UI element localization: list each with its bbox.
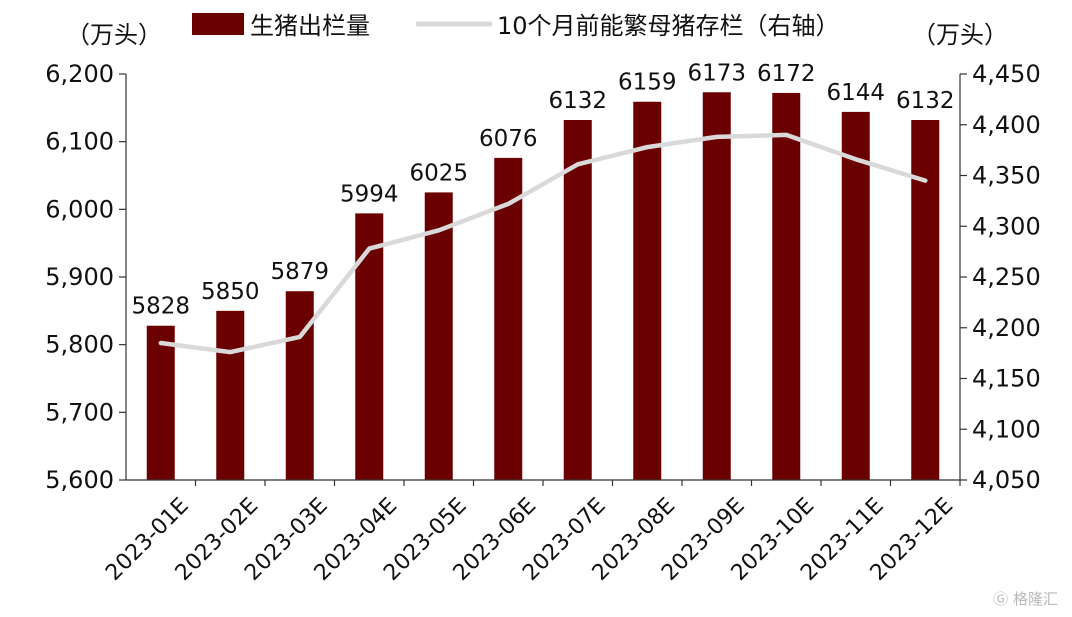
bar <box>842 112 870 480</box>
bar <box>216 311 244 480</box>
left-tick-label: 5,700 <box>45 398 114 426</box>
bar <box>425 192 453 480</box>
bar-data-label: 6132 <box>548 88 607 114</box>
bar-data-label: 6132 <box>896 88 955 114</box>
right-tick-label: 4,350 <box>972 162 1041 190</box>
bar-data-label: 6076 <box>479 126 538 152</box>
right-tick-label: 4,300 <box>972 212 1041 240</box>
left-tick-label: 5,900 <box>45 263 114 291</box>
watermark-logo: Ⓖ 格隆汇 <box>993 588 1058 609</box>
right-tick-label: 4,400 <box>972 111 1041 139</box>
line-path <box>161 135 926 352</box>
left-tick-label: 5,800 <box>45 331 114 359</box>
watermark-icon: Ⓖ <box>993 590 1008 608</box>
left-axis-ticks: 5,600 5,700 5,800 5,900 6,000 6,100 6,200 <box>45 60 126 494</box>
right-axis-unit: （万头） <box>912 21 1008 49</box>
bar-data-label: 5828 <box>131 294 190 320</box>
bar-data-label: 6025 <box>409 160 468 186</box>
bar-data-label: 5879 <box>270 259 329 285</box>
x-axis-ticks: 2023-01E2023-02E2023-03E2023-04E2023-05E… <box>101 480 960 586</box>
bar-data-label: 5850 <box>201 279 260 305</box>
bar <box>633 102 661 480</box>
line-series <box>161 135 926 352</box>
left-tick-label: 5,600 <box>45 466 114 494</box>
left-tick-label: 6,200 <box>45 60 114 88</box>
bar-data-labels: 5828 5850 5879 5994 6025 6076 6132 6159 6173 6172… <box>131 60 954 319</box>
right-tick-label: 4,150 <box>972 365 1041 393</box>
bar <box>355 213 383 480</box>
right-tick-label: 4,200 <box>972 314 1041 342</box>
bar <box>286 291 314 480</box>
left-axis-unit: （万头） <box>66 21 162 49</box>
right-tick-label: 4,450 <box>972 60 1041 88</box>
bar <box>147 326 175 480</box>
right-tick-label: 4,250 <box>972 263 1041 291</box>
bars <box>147 92 940 480</box>
legend: 生猪出栏量 10个月前能繁母猪存栏（右轴） <box>192 12 840 40</box>
right-tick-label: 4,100 <box>972 415 1041 443</box>
right-axis-ticks: 4,050 4,100 4,150 4,200 4,250 4,300 4,350 4,400… <box>960 60 1041 494</box>
bar-data-label: 5994 <box>340 181 399 207</box>
bar <box>703 92 731 480</box>
left-tick-label: 6,100 <box>45 128 114 156</box>
watermark-text: 格隆汇 <box>1013 590 1058 608</box>
bar <box>772 93 800 480</box>
bar <box>911 120 939 480</box>
left-tick-label: 6,000 <box>45 195 114 223</box>
bar-data-label: 6159 <box>618 70 677 96</box>
bar-data-label: 6173 <box>687 60 746 86</box>
legend-bar-swatch <box>192 13 244 35</box>
legend-bar-label: 生猪出栏量 <box>250 12 370 40</box>
right-tick-label: 4,050 <box>972 466 1041 494</box>
bar-data-label: 6144 <box>826 80 885 106</box>
axes <box>126 74 960 480</box>
bar <box>564 120 592 480</box>
bar-data-label: 6172 <box>757 61 816 87</box>
legend-line-label: 10个月前能繁母猪存栏（右轴） <box>497 12 840 40</box>
